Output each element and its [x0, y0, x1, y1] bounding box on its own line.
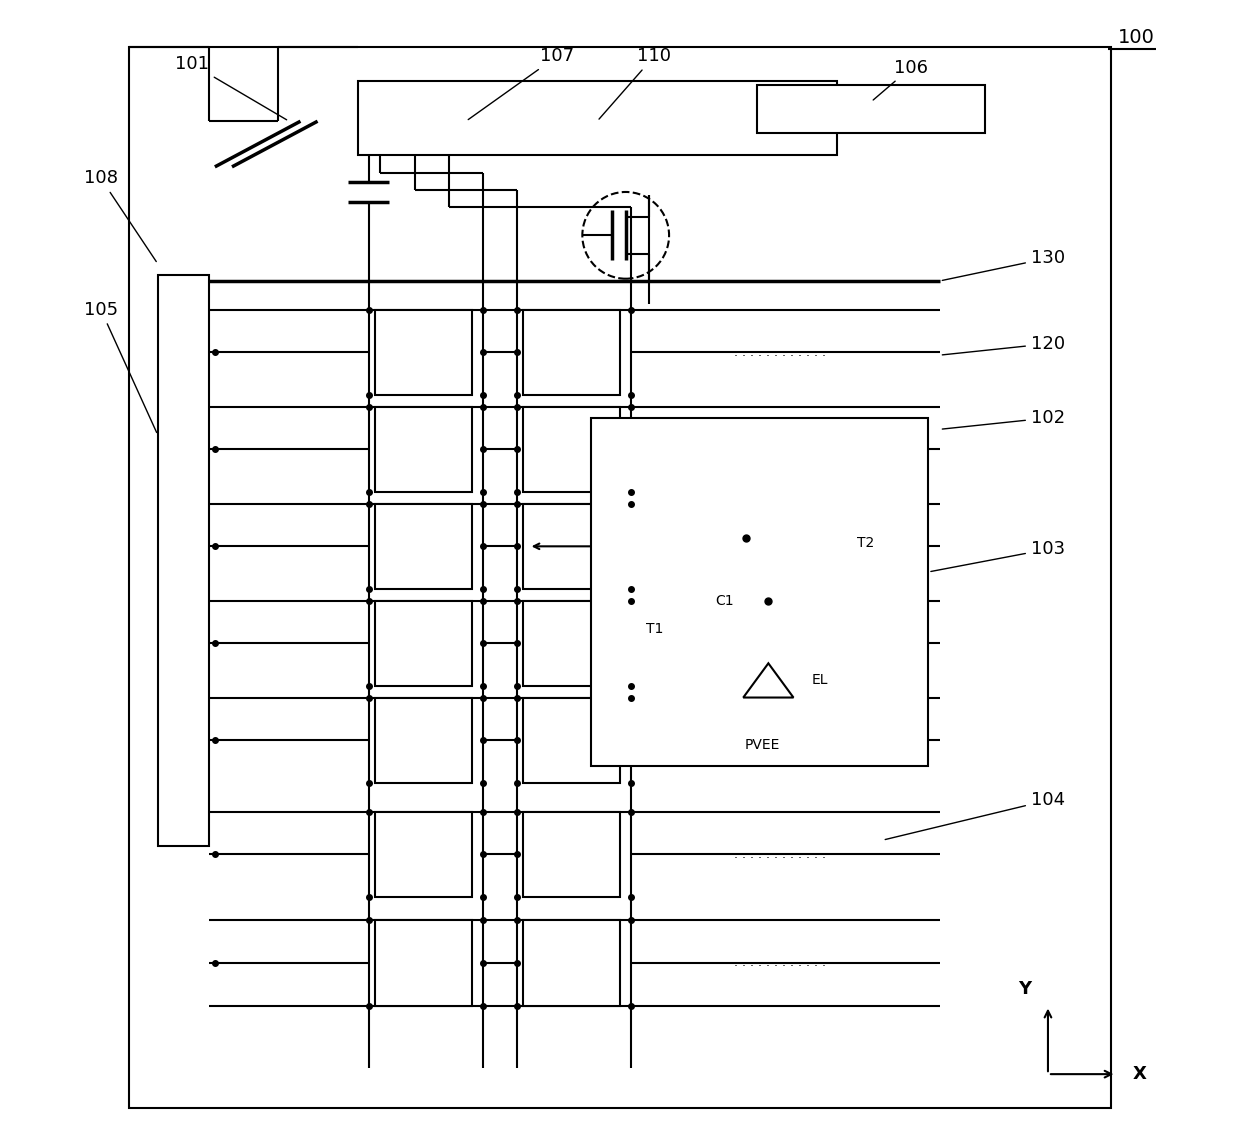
Text: 105: 105	[83, 301, 156, 432]
Text: 106: 106	[873, 58, 928, 100]
Bar	[523, 698, 620, 784]
Bar	[374, 920, 471, 1006]
Text: 101: 101	[175, 55, 286, 120]
Bar	[523, 601, 620, 686]
Bar	[523, 406, 620, 492]
Text: . . . . . . . . . . . .: . . . . . . . . . . . .	[734, 540, 826, 553]
Text: 120: 120	[942, 335, 1065, 355]
Text: . . . . . . . . . . . .: . . . . . . . . . . . .	[734, 637, 826, 650]
Bar	[523, 310, 620, 395]
Text: 103: 103	[931, 540, 1065, 572]
Text: Y: Y	[1018, 979, 1032, 998]
Text: . . . . . . . . . . . .: . . . . . . . . . . . .	[734, 848, 826, 861]
Bar	[523, 503, 620, 589]
Text: T2: T2	[857, 537, 874, 550]
Text: EL: EL	[812, 674, 828, 688]
Text: 100: 100	[1117, 29, 1154, 47]
Bar	[374, 310, 471, 395]
Bar	[523, 920, 620, 1006]
Text: . . . . . . . . . . . .: . . . . . . . . . . . .	[734, 956, 826, 969]
Text: PVEE: PVEE	[745, 739, 780, 753]
Bar	[357, 81, 837, 156]
Text: 110: 110	[599, 47, 671, 119]
Bar	[523, 811, 620, 897]
Text: . . . . . . . . . . . .: . . . . . . . . . . . .	[734, 733, 826, 747]
Bar	[157, 276, 210, 845]
Bar	[374, 601, 471, 686]
Bar	[374, 406, 471, 492]
Text: 104: 104	[885, 792, 1065, 840]
Text: C1: C1	[715, 594, 734, 607]
Text: 130: 130	[942, 249, 1065, 280]
Text: X: X	[1132, 1065, 1146, 1083]
Text: 108: 108	[84, 169, 156, 262]
Bar	[374, 503, 471, 589]
Bar	[374, 811, 471, 897]
Text: T1: T1	[646, 622, 663, 636]
Text: 102: 102	[942, 408, 1065, 429]
Bar	[591, 418, 928, 766]
Text: 107: 107	[469, 47, 574, 120]
Bar	[295, 259, 940, 1080]
Bar	[374, 698, 471, 784]
Bar	[129, 47, 1111, 1109]
Text: . . . . . . . . . . . .: . . . . . . . . . . . .	[734, 443, 826, 455]
Bar	[756, 85, 986, 133]
Text: . . . . . . . . . . . .: . . . . . . . . . . . .	[734, 345, 826, 359]
